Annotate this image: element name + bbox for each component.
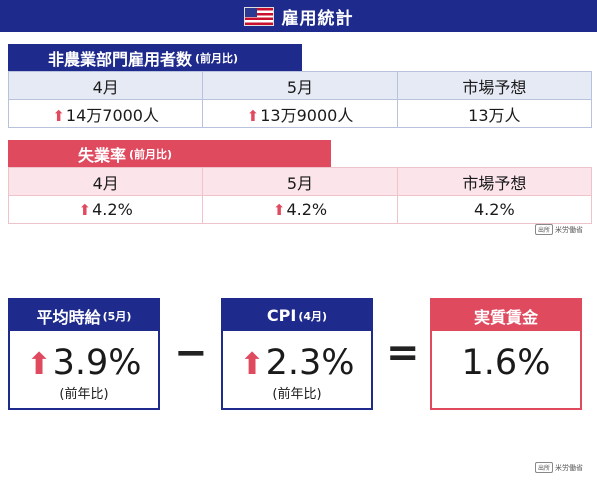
source-name: 米労働省 [555, 225, 584, 234]
wage-value: 3.9% [52, 343, 142, 383]
unemployment-value-apr: ⬆4.2% [7, 195, 204, 224]
cpi-card: CPI (4月) ⬆2.3% (前年比) [221, 298, 373, 410]
unemployment-table: 4月 5月 市場予想 ⬆4.2% ⬆4.2% 4.2% [7, 167, 593, 224]
cpi-value: 2.3% [265, 343, 355, 383]
wage-card-header: 平均時給 (5月) [10, 300, 158, 331]
up-arrow-icon: ⬆ [78, 201, 92, 219]
minus-sign: − [174, 330, 208, 376]
up-arrow-icon: ⬆ [239, 347, 265, 382]
us-flag-icon [243, 6, 274, 26]
payrolls-label: 非農業部門雇用者数 (前月比) [8, 44, 302, 71]
up-arrow-icon: ⬆ [272, 201, 286, 219]
unemployment-value-may: ⬆4.2% [202, 195, 398, 224]
unemployment-value-forecast: 4.2% [396, 195, 593, 224]
wage-card: 平均時給 (5月) ⬆3.9% (前年比) [8, 298, 160, 410]
wage-label: 平均時給 [36, 307, 101, 327]
unemployment-header-apr: 4月 [7, 167, 204, 196]
cpi-note: (4月) [298, 309, 328, 323]
payrolls-value-forecast: 13万人 [396, 99, 593, 128]
up-arrow-icon: ⬆ [26, 347, 52, 382]
equals-sign: = [386, 330, 420, 376]
up-arrow-icon: ⬆ [246, 106, 260, 125]
cpi-sub: (前年比) [272, 387, 322, 402]
payrolls-value-may: ⬆13万9000人 [202, 99, 398, 128]
payrolls-header-apr: 4月 [7, 71, 204, 100]
page-title: 雇用統計 [281, 8, 354, 29]
payrolls-label-text: 非農業部門雇用者数 [48, 49, 193, 69]
real-wage-card: 実質賃金 1.6% [430, 298, 582, 410]
unemployment-value-may-text: 4.2% [286, 200, 328, 219]
payrolls-value-may-text: 13万9000人 [260, 105, 354, 125]
up-arrow-icon: ⬆ [52, 106, 65, 125]
real-wage-card-header: 実質賃金 [432, 300, 580, 331]
title-bar: 雇用統計 [0, 0, 597, 32]
source-note-bottom: 出所 米労働省 [535, 462, 583, 473]
unemployment-label-note: (前月比) [129, 147, 173, 161]
source-tag: 出所 [535, 462, 554, 473]
payrolls-header-may: 5月 [202, 71, 398, 100]
source-name: 米労働省 [555, 463, 584, 472]
source-tag: 出所 [535, 224, 554, 235]
payrolls-header-forecast: 市場予想 [396, 71, 593, 100]
unemployment-label: 失業率 (前月比) [8, 140, 331, 167]
wage-sub: (前年比) [59, 387, 109, 402]
payrolls-label-note: (前月比) [195, 51, 239, 65]
cpi-label: CPI [266, 306, 297, 325]
payrolls-value-apr-text: 14万7000人 [65, 105, 159, 125]
unemployment-value-apr-text: 4.2% [92, 200, 133, 219]
wage-note: (5月) [102, 309, 132, 323]
unemployment-header-may: 5月 [202, 167, 398, 196]
source-note-top: 出所 米労働省 [535, 224, 583, 235]
payrolls-value-apr: ⬆14万7000人 [7, 99, 204, 128]
unemployment-label-text: 失業率 [78, 145, 127, 165]
payrolls-table: 4月 5月 市場予想 ⬆14万7000人 ⬆13万9000人 13万人 [7, 71, 593, 128]
real-wage-label: 実質賃金 [473, 307, 538, 327]
unemployment-header-forecast: 市場予想 [396, 167, 593, 196]
real-wage-value: 1.6% [461, 343, 551, 383]
cpi-card-header: CPI (4月) [223, 300, 371, 331]
